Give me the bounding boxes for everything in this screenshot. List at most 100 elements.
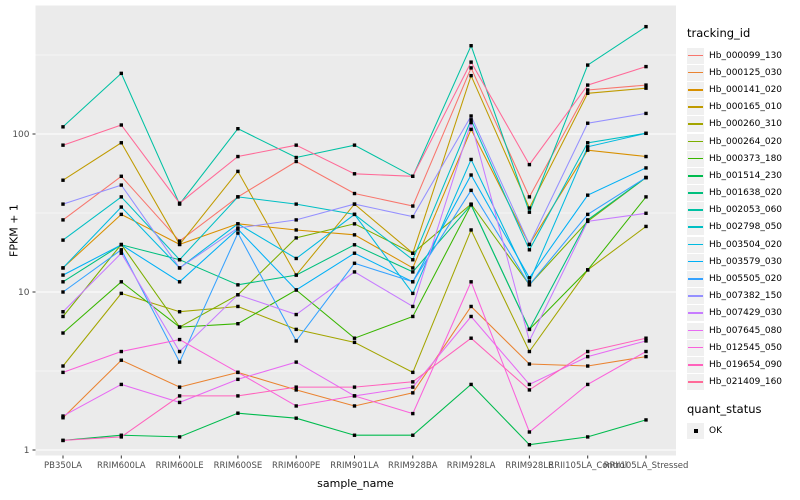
data-point — [644, 418, 648, 422]
legend-item-label: Hb_012545_050 — [709, 342, 783, 353]
legend-color-line — [688, 106, 703, 108]
data-point — [177, 266, 182, 270]
data-point — [294, 143, 298, 147]
data-point — [644, 336, 648, 340]
data-point — [294, 256, 298, 261]
data-point — [294, 228, 298, 232]
data-point — [352, 222, 357, 226]
data-point — [61, 370, 65, 375]
data-point — [469, 120, 473, 125]
x-tick-label: PB350LA — [44, 461, 82, 471]
legend-title: tracking_id — [687, 26, 751, 40]
data-point — [236, 169, 240, 174]
data-point — [119, 251, 123, 255]
data-point — [236, 154, 240, 159]
data-point — [644, 354, 648, 359]
legend-item: Hb_000373_180 — [687, 150, 799, 167]
legend-item: Hb_001638_020 — [687, 185, 799, 202]
data-point — [411, 174, 415, 178]
data-point — [61, 143, 65, 147]
legend-item: Hb_007645_080 — [687, 322, 799, 339]
data-point — [236, 370, 240, 375]
legend-item-label: Hb_000264_020 — [709, 136, 783, 147]
panel-background — [35, 5, 676, 456]
legend-key-swatch — [687, 116, 704, 133]
x-tick-label: RRIM901LA — [330, 461, 379, 471]
legend-item: Hb_002053_060 — [687, 202, 799, 219]
data-point — [411, 314, 415, 319]
legend-item-label: Hb_007382_150 — [709, 291, 783, 302]
data-point — [236, 411, 240, 415]
data-point — [119, 183, 123, 187]
data-point — [469, 228, 473, 232]
legend-item: Hb_007382_150 — [687, 288, 799, 305]
data-point — [411, 270, 415, 274]
data-point — [119, 435, 123, 439]
quant-key-swatch — [687, 423, 704, 440]
x-tick-label: RRIM928BA — [388, 461, 438, 471]
data-point — [644, 24, 648, 29]
x-tick-label: RRII105LA_Stressed — [604, 461, 689, 471]
data-point — [352, 340, 357, 345]
data-point — [644, 64, 648, 69]
data-point — [469, 304, 473, 309]
data-point — [469, 60, 473, 64]
x-tick-label: RRIM600LE — [156, 461, 204, 471]
data-point — [469, 127, 473, 132]
data-point — [586, 83, 590, 87]
data-point — [469, 314, 473, 319]
legend-key-swatch — [687, 185, 704, 202]
legend-color-line — [688, 209, 703, 211]
data-point — [469, 173, 473, 177]
legend-item-label: Hb_000373_180 — [709, 153, 783, 164]
legend-item: Hb_003504_020 — [687, 236, 799, 253]
data-point — [294, 202, 298, 206]
quant-legend-title: quant_status — [687, 401, 762, 416]
data-point — [61, 438, 65, 443]
data-point — [527, 388, 532, 392]
data-point — [294, 404, 298, 408]
data-point — [411, 385, 415, 389]
legend-key-swatch — [687, 150, 704, 167]
quant-legend: quant_status OK — [687, 402, 799, 440]
data-point — [294, 288, 298, 292]
data-point — [177, 394, 182, 398]
legend-color-line — [688, 243, 703, 246]
y-tick-label: 100 — [12, 130, 29, 140]
legend-key-swatch — [687, 236, 704, 253]
legend-color-line — [688, 123, 703, 125]
data-point — [469, 382, 473, 387]
data-point — [236, 222, 240, 226]
data-point — [411, 380, 415, 384]
data-point — [119, 382, 123, 387]
data-point — [644, 131, 648, 136]
x-tick-label: RRIM600LA — [97, 461, 146, 471]
data-point — [177, 400, 182, 405]
data-point — [469, 157, 473, 162]
data-point — [61, 314, 65, 319]
data-point — [527, 210, 532, 214]
data-point — [294, 339, 298, 343]
data-point — [644, 83, 648, 87]
data-point — [644, 224, 648, 229]
data-point — [177, 435, 182, 439]
data-point — [236, 283, 240, 287]
data-point — [586, 145, 590, 149]
data-point — [61, 280, 65, 284]
data-point — [119, 349, 123, 354]
data-point — [236, 293, 240, 297]
data-point — [527, 362, 532, 366]
data-point — [294, 155, 298, 160]
legend-item-label: Hb_007429_030 — [709, 308, 783, 319]
data-point — [644, 154, 648, 159]
data-point — [352, 202, 357, 206]
data-point — [469, 44, 473, 48]
data-point — [527, 283, 532, 287]
data-point — [527, 443, 532, 447]
data-point — [411, 266, 415, 270]
data-point — [527, 339, 532, 343]
data-point — [586, 141, 590, 145]
legend-color-line — [688, 174, 703, 177]
legend-key-swatch — [687, 219, 704, 236]
